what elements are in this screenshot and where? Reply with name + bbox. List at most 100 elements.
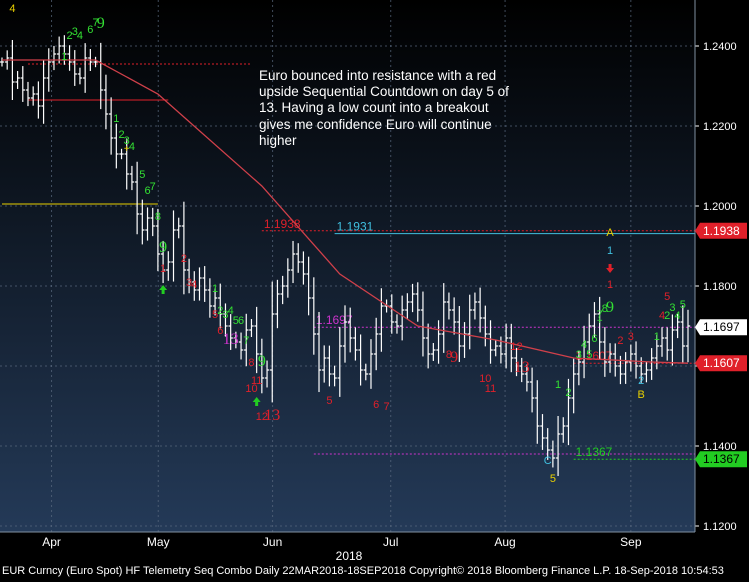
- price-bar: [20, 66, 25, 102]
- price-bar: [10, 40, 15, 100]
- down-arrow-icon: [606, 264, 615, 273]
- price-bar: [155, 208, 161, 272]
- price-bar: [275, 279, 280, 329]
- price-bar: [322, 345, 327, 383]
- price-bar: [644, 361, 649, 383]
- price-bar: [93, 56, 98, 68]
- price-bar: [347, 307, 353, 353]
- price-bar: [192, 271, 197, 301]
- price-bar: [535, 380, 540, 444]
- price-bar: [405, 293, 410, 319]
- price-bar: [373, 317, 379, 371]
- count-label: 7: [243, 335, 249, 347]
- price-labels: 1.1938 1.1697 1.1607 1.1367: [695, 222, 747, 468]
- price-bar: [181, 201, 187, 295]
- count-label: 5: [664, 291, 670, 303]
- level-label: 1.1697: [316, 313, 353, 327]
- count-label: 4: [77, 30, 83, 42]
- y-tick-label: 1.1200: [703, 521, 737, 533]
- count-label: 8: [602, 303, 608, 315]
- price-bar: [607, 343, 613, 373]
- price-tag: 1.1697: [695, 319, 747, 336]
- price-bar: [524, 364, 530, 392]
- count-label: 10: [479, 373, 491, 385]
- count-label: 4: [659, 310, 665, 322]
- price-bar: [420, 291, 426, 357]
- count-label: 11: [251, 375, 262, 387]
- price-bar: [529, 367, 535, 413]
- count-label: 8: [248, 357, 254, 369]
- price-bar: [410, 283, 415, 313]
- price-bar: [254, 306, 259, 374]
- count-label: 9: [97, 15, 105, 32]
- count-label: 2: [181, 253, 187, 265]
- price-bar: [244, 313, 249, 367]
- price-tag-bg: [695, 355, 747, 372]
- price-bar: [581, 325, 587, 379]
- price-tag-label: 1.1367: [703, 452, 740, 466]
- price-bar: [285, 258, 291, 298]
- price-bar: [114, 123, 119, 169]
- count-label: 1: [61, 51, 67, 63]
- price-bar: [249, 319, 254, 337]
- price-bar: [670, 314, 675, 366]
- price-bar: [25, 81, 31, 107]
- price-bar: [659, 327, 665, 357]
- price-bar: [571, 358, 576, 414]
- price-bar: [301, 251, 306, 285]
- price-tag-label: 1.1607: [703, 356, 740, 370]
- price-bar: [233, 331, 239, 349]
- count-label: 12: [256, 411, 268, 423]
- count-label: 3: [186, 277, 192, 289]
- count-label: 13: [514, 359, 530, 376]
- price-bar: [316, 311, 322, 393]
- price-bar: [680, 305, 686, 363]
- price-bar: [218, 283, 223, 329]
- x-tick-label: Sep: [620, 535, 642, 549]
- count-label: 2: [638, 375, 644, 387]
- price-bar: [587, 313, 592, 355]
- price-bars: [0, 35, 691, 476]
- price-bar: [561, 417, 566, 443]
- price-bar: [389, 294, 394, 334]
- price-bar: [228, 314, 233, 350]
- count-label: 13: [264, 407, 280, 424]
- count-label: 9: [606, 299, 614, 316]
- price-bar: [0, 57, 5, 67]
- price-tag-bg: [695, 319, 747, 336]
- price-bar: [446, 292, 452, 320]
- price-tag: 1.1607: [695, 355, 747, 372]
- price-bar: [82, 43, 88, 93]
- price-bar: [467, 294, 472, 350]
- count-label: 3: [222, 309, 228, 321]
- price-bar: [675, 313, 680, 339]
- price-bar: [134, 161, 140, 235]
- price-bar: [77, 67, 83, 85]
- count-label: 4: [675, 310, 681, 322]
- price-bar: [207, 278, 213, 318]
- plot-background: [0, 0, 695, 532]
- marker-label: +: [597, 316, 603, 327]
- price-bar: [311, 277, 317, 355]
- price-bar: [327, 345, 332, 387]
- y-tick-label: 1.2200: [703, 121, 737, 133]
- count-label: 11: [485, 383, 496, 395]
- price-bar: [550, 440, 556, 468]
- price-bar: [649, 348, 654, 380]
- price-bar: [46, 48, 51, 92]
- up-arrow-icon: [159, 285, 168, 294]
- count-label: 4: [581, 339, 587, 351]
- count-label: 1: [555, 379, 561, 391]
- price-bar: [212, 288, 218, 316]
- price-bar: [379, 288, 384, 352]
- price-bar: [259, 338, 265, 394]
- y-tick-label: 1.2400: [703, 41, 737, 53]
- price-bar: [472, 292, 478, 320]
- marker-label: +: [124, 144, 130, 155]
- price-tag-bg: [695, 451, 747, 468]
- price-bar: [186, 258, 192, 294]
- price-bar: [103, 74, 109, 130]
- count-label: 2: [217, 305, 223, 317]
